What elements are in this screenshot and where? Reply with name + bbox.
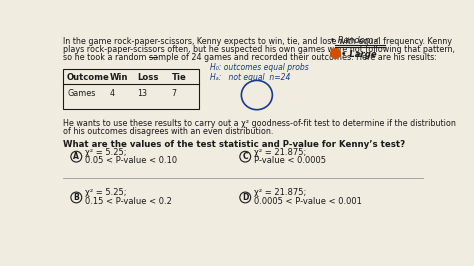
Text: H₀: outcomes equal probs: H₀: outcomes equal probs [210,63,309,72]
Text: What are the values of the test statistic and P-value for Kenny’s test?: What are the values of the test statisti… [63,140,405,149]
Text: Tie: Tie [172,73,186,82]
Text: χ² = 5.25;: χ² = 5.25; [85,188,127,197]
Text: Outcome: Outcome [67,73,110,82]
Text: • Random✓: • Random✓ [330,36,381,45]
Text: D: D [242,193,248,202]
Text: B: B [73,193,79,202]
Text: P-value < 0.0005: P-value < 0.0005 [254,156,326,165]
Bar [63,69,199,109]
Text: χ² = 5.25;: χ² = 5.25; [85,148,127,156]
Text: 7: 7 [172,89,177,98]
Text: C: C [242,152,248,161]
Text: 13: 13 [137,89,147,98]
Text: of his outcomes disagrees with an even distribution.: of his outcomes disagrees with an even d… [63,127,273,136]
Text: Loss: Loss [137,73,158,82]
Text: Games: Games [67,89,95,98]
Text: 4: 4 [109,89,115,98]
Text: so he took a random sample of 24 games and recorded their outcomes. Here are his: so he took a random sample of 24 games a… [63,53,437,63]
Text: plays rock-paper-scissors often, but he suspected his own games were not followi: plays rock-paper-scissors often, but he … [63,45,455,54]
Text: • Large: • Large [341,50,376,59]
Text: 0.15 < P-value < 0.2: 0.15 < P-value < 0.2 [85,197,172,206]
Text: 0.05 < P-value < 0.10: 0.05 < P-value < 0.10 [85,156,177,165]
Text: χ² = 21.875;: χ² = 21.875; [254,188,306,197]
Text: 0.0005 < P-value < 0.001: 0.0005 < P-value < 0.001 [254,197,362,206]
Text: Win: Win [109,73,128,82]
Text: In the game rock-paper-scissors, Kenny expects to win, tie, and lose with equal : In the game rock-paper-scissors, Kenny e… [63,36,452,45]
Text: He wants to use these results to carry out a χ² goodness-of-fit test to determin: He wants to use these results to carry o… [63,119,456,128]
Text: Hₐ:   not equal  n=24: Hₐ: not equal n=24 [210,73,291,82]
Text: A: A [73,152,79,161]
Text: χ² = 21.875;: χ² = 21.875; [254,148,306,156]
